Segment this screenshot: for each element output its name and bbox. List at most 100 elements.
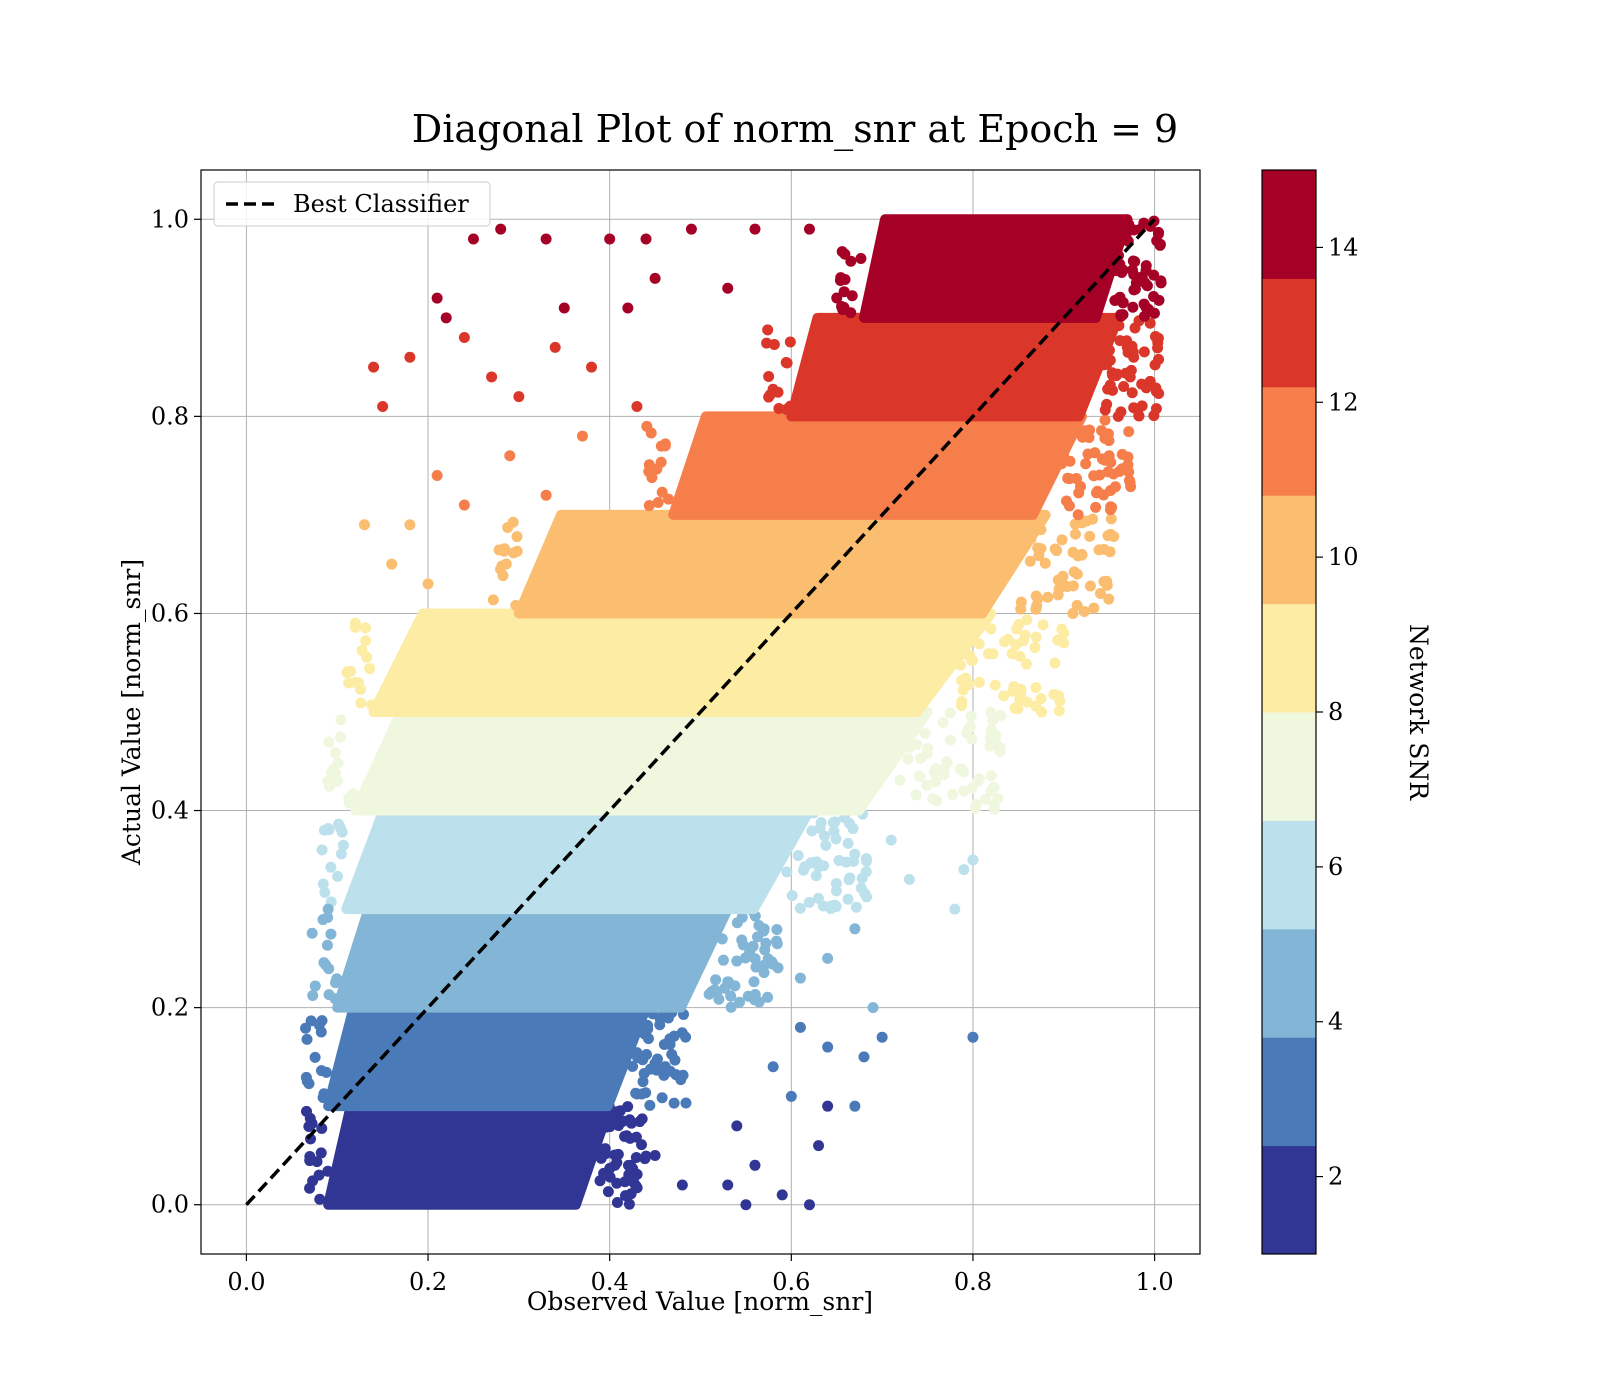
scatter-point — [358, 519, 370, 531]
scatter-point — [1064, 455, 1076, 467]
scatter-point — [1030, 631, 1042, 643]
scatter-point — [1114, 335, 1126, 347]
scatter-point — [335, 848, 347, 860]
scatter-point — [776, 1189, 788, 1201]
scatter-point — [725, 1001, 737, 1013]
scatter-point — [844, 872, 856, 884]
scatter-point — [736, 911, 748, 923]
scatter-point — [495, 223, 507, 235]
legend-entry-best-classifier: Best Classifier — [293, 190, 469, 218]
scatter-point — [822, 952, 834, 964]
colorbar-tick-label: 8 — [1328, 698, 1343, 726]
scatter-point — [998, 690, 1010, 702]
scatter-point — [337, 839, 349, 851]
scatter-point — [1072, 509, 1084, 521]
colorbar-segment — [1262, 386, 1316, 496]
colorbar-segment — [1262, 928, 1316, 1038]
scatter-point — [1108, 468, 1120, 480]
scatter-point — [810, 870, 822, 882]
scatter-point — [1109, 481, 1121, 493]
scatter-point — [643, 500, 655, 512]
scatter-point — [576, 430, 588, 442]
scatter-point — [947, 788, 959, 800]
scatter-point — [640, 1150, 652, 1162]
scatter-point — [767, 1061, 779, 1073]
scatter-point — [1113, 320, 1125, 332]
scatter-point — [305, 1015, 317, 1027]
scatter-point — [659, 440, 671, 452]
scatter-point — [960, 672, 972, 684]
scatter-point — [320, 1066, 332, 1078]
scatter-point — [1069, 518, 1081, 530]
scatter-point — [325, 861, 337, 873]
best-classifier-layer — [245, 218, 1156, 1206]
scatter-point — [771, 938, 783, 950]
scatter-point — [965, 710, 977, 722]
scatter-point — [623, 1198, 635, 1210]
scatter-point — [967, 627, 979, 639]
scatter-point — [1058, 425, 1070, 437]
scatter-point — [979, 793, 991, 805]
scatter-point — [1103, 450, 1115, 462]
scatter-point — [749, 994, 761, 1006]
scatter-point — [1125, 364, 1137, 376]
scatter-point — [985, 770, 997, 782]
scatter-point — [558, 302, 570, 314]
scatter-point — [954, 659, 966, 671]
scatter-point — [1035, 693, 1047, 705]
scatter-point — [323, 989, 335, 1001]
scatter-point — [649, 272, 661, 284]
scatter-point — [762, 324, 774, 336]
scatter-point — [641, 1049, 653, 1061]
y-tick-label: 0.8 — [151, 402, 189, 430]
scatter-point — [717, 954, 729, 966]
colorbar-tick-label: 6 — [1328, 853, 1343, 881]
scatter-point — [630, 1151, 642, 1163]
scatter-point — [1015, 603, 1027, 615]
scatter-point — [1030, 590, 1042, 602]
scatter-point — [758, 967, 770, 979]
colorbar-segment — [1262, 820, 1316, 930]
scatter-point — [1140, 301, 1152, 313]
scatter-point — [368, 361, 380, 373]
x-tick-label: 0.0 — [227, 1268, 265, 1296]
scatter-point — [1150, 331, 1162, 343]
scatter-point — [599, 1143, 611, 1155]
scatter-point — [1104, 354, 1116, 366]
scatter-point — [651, 463, 663, 475]
scatter-point — [703, 988, 715, 1000]
scatter-point — [1154, 238, 1166, 250]
scatter-point — [676, 1027, 688, 1039]
scatter-point — [967, 1031, 979, 1043]
scatter-point — [831, 292, 843, 304]
scatter-point — [637, 1076, 649, 1088]
scatter-point — [794, 972, 806, 984]
scatter-point — [366, 699, 378, 711]
scatter-point — [731, 955, 743, 967]
scatter-point — [1084, 530, 1096, 542]
scatter-point — [838, 286, 850, 298]
scatter-point — [1107, 384, 1119, 396]
scatter-point — [736, 934, 748, 946]
scatter-point — [858, 1051, 870, 1063]
scatter-point — [325, 928, 337, 940]
scatter-point — [605, 1114, 617, 1126]
scatter-point — [762, 991, 774, 1003]
scatter-point — [1155, 277, 1167, 289]
scatter-point — [1082, 448, 1094, 460]
scatter-point — [973, 773, 985, 785]
scatter-point — [849, 1100, 861, 1112]
scatter-point — [894, 774, 906, 786]
y-tick-label: 0.6 — [151, 599, 189, 627]
legend: Best Classifier — [213, 181, 491, 227]
scatter-point — [1111, 219, 1123, 231]
scatter-point — [1071, 568, 1083, 580]
scatter-point — [333, 818, 345, 830]
scatter-point — [1150, 385, 1162, 397]
scatter-point — [1076, 431, 1088, 443]
scatter-point — [1031, 600, 1043, 612]
scatter-point — [1051, 545, 1063, 557]
scatter-point — [1076, 548, 1088, 560]
colorbar-tick-label: 14 — [1328, 233, 1359, 261]
scatter-point — [341, 666, 353, 678]
